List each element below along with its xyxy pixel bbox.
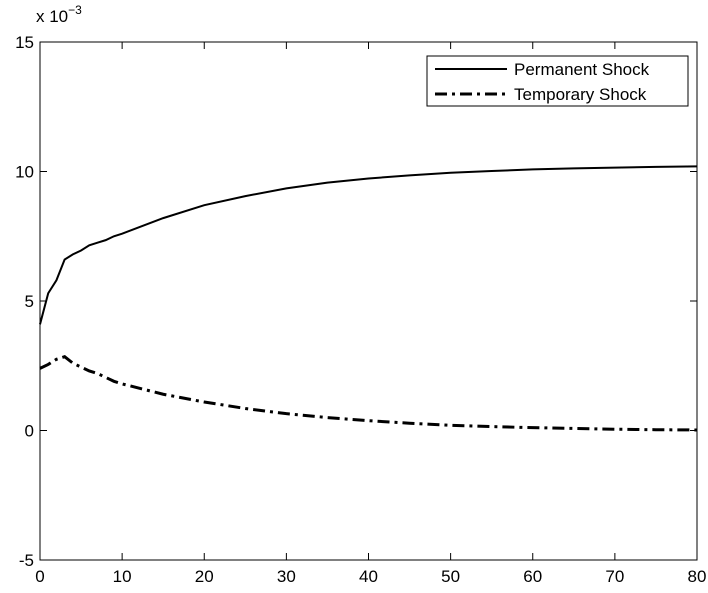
y-tick-label: 10 bbox=[15, 163, 34, 182]
x-tick-label: 30 bbox=[277, 567, 296, 586]
series-line bbox=[39, 355, 698, 432]
plot-frame bbox=[39, 41, 698, 561]
x-tick-label: 10 bbox=[113, 567, 132, 586]
x-tick-label: 70 bbox=[605, 567, 624, 586]
legend-box bbox=[426, 55, 689, 107]
y-tick-label: 15 bbox=[15, 33, 34, 52]
y-tick-label: -5 bbox=[19, 551, 34, 570]
legend-label: Temporary Shock bbox=[514, 85, 647, 104]
legend-label: Permanent Shock bbox=[514, 60, 650, 79]
x-tick-label: 80 bbox=[688, 567, 707, 586]
y-tick-label: 5 bbox=[25, 292, 34, 311]
x-tick-label: 60 bbox=[523, 567, 542, 586]
x-tick-label: 40 bbox=[359, 567, 378, 586]
y-scale-base: x 10 bbox=[36, 7, 68, 26]
series-line bbox=[39, 165, 698, 325]
x-tick-label: 0 bbox=[35, 567, 44, 586]
y-tick-label: 0 bbox=[25, 422, 34, 441]
x-tick-label: 20 bbox=[195, 567, 214, 586]
y-scale-exponent: −3 bbox=[68, 3, 82, 17]
x-tick-label: 50 bbox=[441, 567, 460, 586]
y-scale-label: x 10−3 bbox=[36, 3, 82, 26]
